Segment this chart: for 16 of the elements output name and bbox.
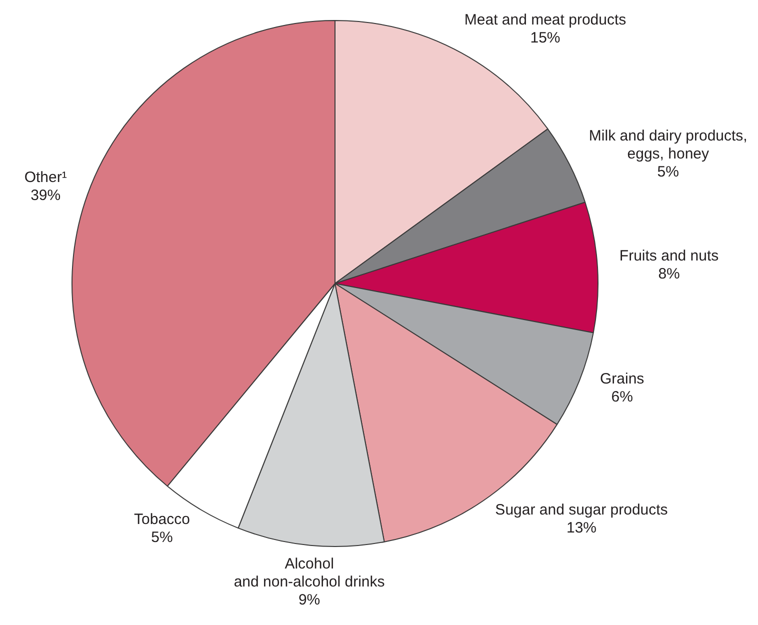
- slice-label: Alcohol and non-alcohol drinks: [234, 555, 385, 590]
- slice-label: Fruits and nuts: [619, 248, 719, 265]
- data-label: 6%: [611, 388, 633, 406]
- slice-label: Sugar and sugar products: [495, 501, 668, 518]
- data-label: 13%: [566, 519, 597, 536]
- slice-label: Meat and meat products: [464, 12, 626, 29]
- data-label: 15%: [530, 30, 560, 47]
- slice-label: Other¹: [24, 169, 67, 186]
- data-label: 5%: [151, 528, 173, 546]
- slice-label: Milk and dairy products, eggs, honey: [588, 127, 748, 162]
- slice-label: Grains: [600, 370, 644, 388]
- data-label: 5%: [657, 163, 679, 180]
- data-label: 39%: [30, 187, 61, 204]
- slice-label: Tobacco: [134, 510, 190, 528]
- data-label: 9%: [298, 591, 320, 608]
- data-label: 8%: [658, 266, 680, 283]
